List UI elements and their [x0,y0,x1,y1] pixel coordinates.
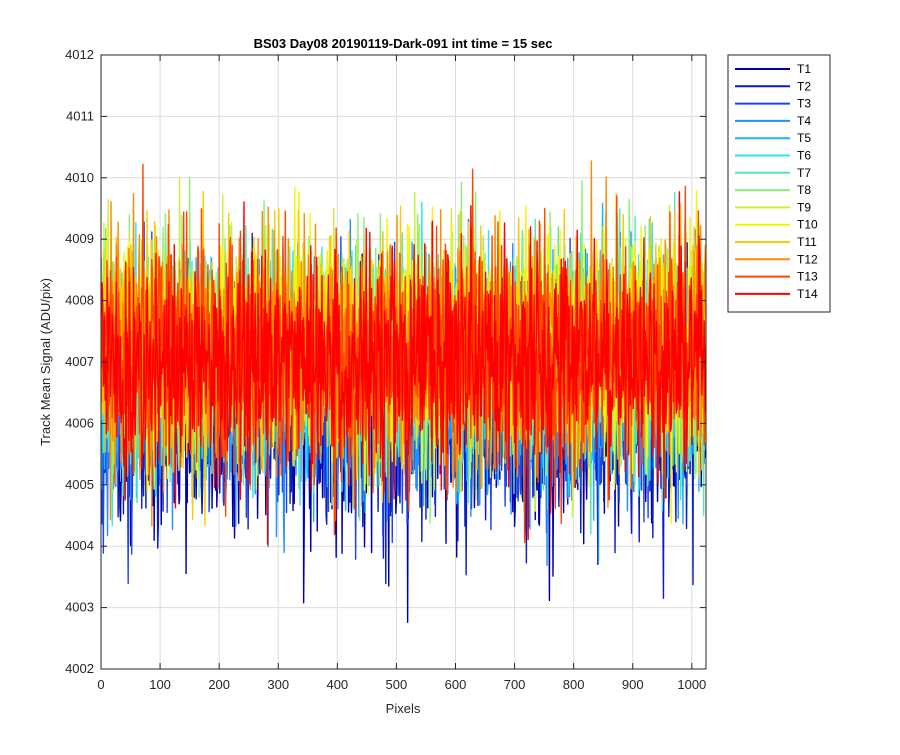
legend-label: T4 [797,114,811,128]
x-tick-label: 300 [267,677,289,692]
legend-label: T13 [797,270,818,284]
x-tick-label: 700 [504,677,526,692]
y-tick-label: 4007 [65,354,94,369]
legend-label: T3 [797,97,811,111]
x-tick-label: 900 [622,677,644,692]
x-tick-label: 0 [97,677,104,692]
y-tick-label: 4006 [65,415,94,430]
legend-label: T9 [797,200,811,214]
y-tick-label: 4002 [65,661,94,676]
x-tick-label: 600 [445,677,467,692]
legend-label: T2 [797,79,811,93]
y-tick-label: 4003 [65,600,94,615]
y-tick-label: 4010 [65,170,94,185]
x-tick-labels: 0 100 200 300 400 500 600 700 800 900 1000 [97,677,706,692]
x-axis-label: Pixels [386,701,421,716]
x-tick-label: 200 [208,677,230,692]
x-tick-label: 800 [563,677,585,692]
x-tick-label: 1000 [677,677,706,692]
y-axis-label: Track Mean Signal (ADU/pix) [38,278,53,446]
legend-label: T7 [797,166,811,180]
x-tick-label: 500 [386,677,408,692]
legend-label: T10 [797,218,818,232]
ticks [100,54,706,670]
series-line-t14 [101,191,706,546]
x-tick-label: 100 [149,677,171,692]
y-tick-label: 4009 [65,231,94,246]
x-tick-label: 400 [326,677,348,692]
y-tick-label: 4004 [65,538,94,553]
legend-box [727,54,831,313]
legend-label: T5 [797,131,811,145]
chart-title: BS03 Day08 20190119-Dark-091 int time = … [254,36,553,51]
y-tick-label: 4008 [65,293,94,308]
legend: T1 T2 T3 T4 T5 T6 T7 T8 T9 T10 T11 T12 T13 T14 [727,54,831,313]
legend-label: T8 [797,183,811,197]
legend-label: T12 [797,252,818,266]
y-tick-labels: 4002 4003 4004 4005 4006 4007 4008 4009 4010 4011… [65,47,94,676]
y-tick-label: 4005 [65,477,94,492]
legend-label: T11 [797,235,817,249]
legend-label: T14 [797,287,818,301]
legend-label: T6 [797,149,811,163]
series-group [101,160,706,624]
legend-label: T1 [797,62,811,76]
y-tick-label: 4012 [65,47,94,62]
y-tick-label: 4011 [66,108,94,123]
